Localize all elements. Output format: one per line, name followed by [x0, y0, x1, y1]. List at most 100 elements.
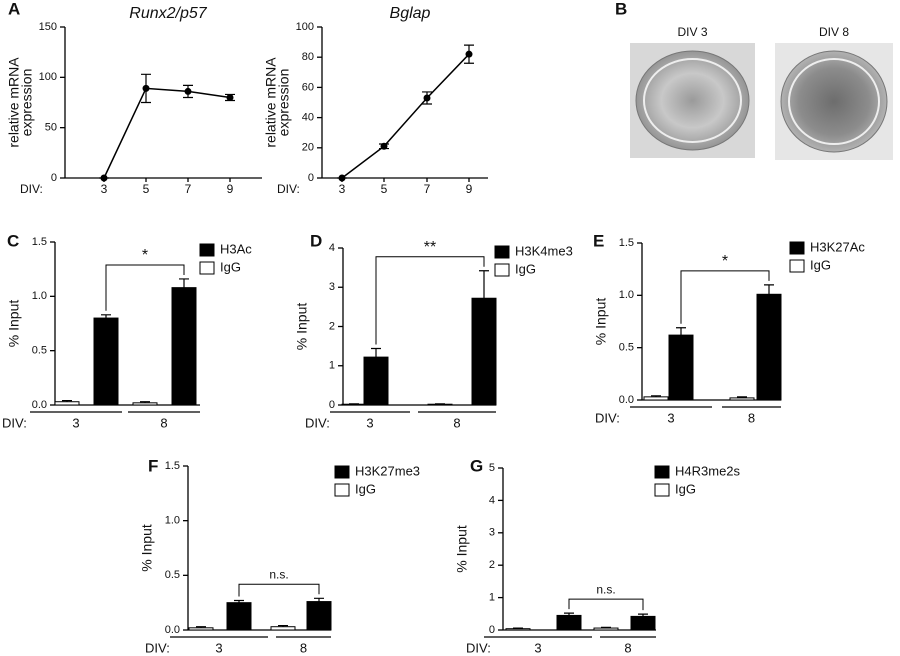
legend-swatch: [334, 483, 350, 497]
significance-bracket: [680, 270, 770, 324]
y-tick-label: 2: [489, 559, 495, 571]
significance: *: [142, 247, 148, 264]
point: [465, 50, 473, 58]
x-tick-label: 3: [101, 182, 108, 196]
y-tick-label: 4: [489, 494, 495, 506]
y-tick-label: 150: [39, 21, 57, 33]
y-tick-label: 1.5: [165, 460, 180, 472]
legend-label: H4R3me2s: [675, 463, 741, 478]
legend-swatch: [494, 245, 510, 259]
x-tick-label: 8: [160, 415, 167, 430]
y-tick-label: 1.0: [619, 289, 634, 301]
bar: [756, 293, 782, 401]
y-axis-label: expression: [276, 69, 292, 137]
y-tick-label: 1.0: [32, 290, 47, 302]
chart-title: Runx2/p57: [129, 5, 207, 22]
bar: [132, 402, 158, 406]
dish: [780, 50, 888, 153]
legend-swatch: [494, 263, 510, 277]
bar: [630, 615, 656, 631]
y-tick-label: 1.5: [32, 236, 47, 248]
x-tick-label: 5: [381, 182, 388, 196]
significance-bracket: [105, 264, 185, 311]
point: [184, 87, 192, 95]
legend-swatch: [199, 261, 215, 275]
dish-rim: [643, 58, 742, 143]
x-tick-label: 7: [424, 182, 431, 196]
panel-letter: B: [615, 0, 627, 18]
bar: [593, 627, 619, 631]
x-axis-label: DIV:: [305, 415, 330, 430]
bar: [226, 602, 252, 631]
significance: n.s.: [596, 582, 615, 596]
y-axis-label: relative mRNA: [6, 57, 22, 148]
x-tick-label: 7: [185, 182, 192, 196]
y-tick-label: 0: [51, 172, 57, 184]
significance-bracket: [568, 598, 644, 611]
error-bar: [764, 284, 774, 295]
bar: [668, 334, 694, 401]
significance: **: [424, 239, 436, 256]
panel-letter: C: [7, 231, 19, 250]
x-axis-label: DIV:: [20, 182, 43, 196]
x-tick-label: 3: [366, 415, 373, 430]
legend-swatch: [654, 483, 670, 497]
bar: [471, 297, 497, 406]
significance: n.s.: [269, 567, 288, 581]
y-tick-label: 60: [302, 81, 314, 93]
y-tick-label: 80: [302, 51, 314, 63]
y-tick-label: 4: [329, 242, 335, 254]
x-tick-label: 3: [72, 415, 79, 430]
error-bar: [101, 314, 111, 319]
bar: [270, 626, 296, 631]
y-tick-label: 5: [489, 462, 495, 474]
legend-swatch: [654, 465, 670, 479]
x-axis-label: DIV:: [145, 640, 170, 655]
x-axis-label: DIV:: [595, 410, 620, 425]
point: [338, 174, 346, 182]
y-axis-label: % Input: [139, 524, 155, 572]
y-tick-label: 1: [489, 592, 495, 604]
y-tick-label: 0.0: [32, 399, 47, 411]
y-axis-label: % Input: [6, 300, 22, 348]
x-tick-label: 9: [466, 182, 473, 196]
bar: [171, 287, 197, 406]
legend-label: IgG: [515, 261, 536, 276]
x-tick-label: 3: [339, 182, 346, 196]
legend-label: IgG: [220, 259, 241, 274]
bar: [729, 397, 755, 401]
dish-rim: [788, 58, 880, 145]
panel-letter: D: [310, 231, 322, 250]
legend-swatch: [199, 243, 215, 257]
bar: [427, 403, 453, 406]
x-tick-label: 3: [215, 640, 222, 655]
legend-swatch: [334, 465, 350, 479]
y-tick-label: 1.0: [165, 515, 180, 527]
panel-letter: G: [470, 456, 483, 475]
bar: [341, 403, 367, 406]
y-tick-label: 0.5: [619, 342, 634, 354]
y-tick-label: 2: [329, 320, 335, 332]
y-tick-label: 1: [329, 360, 335, 372]
line: [341, 53, 470, 179]
y-axis-label: % Input: [294, 303, 310, 351]
y-tick-label: 20: [302, 142, 314, 154]
panel-letter: E: [593, 231, 604, 250]
dish: [635, 50, 750, 151]
y-tick-label: 0: [308, 172, 314, 184]
error-bar: [314, 597, 324, 602]
legend-swatch: [789, 241, 805, 255]
x-tick-label: 5: [143, 182, 150, 196]
y-axis-label: expression: [19, 69, 35, 137]
x-tick-label: 8: [300, 640, 307, 655]
image-label: DIV 8: [819, 25, 849, 39]
legend-label: IgG: [355, 481, 376, 496]
point: [100, 174, 108, 182]
bar: [363, 356, 389, 406]
x-axis-label: DIV:: [466, 640, 491, 655]
x-tick-label: 9: [227, 182, 234, 196]
y-tick-label: 0.5: [165, 569, 180, 581]
bar: [306, 601, 332, 631]
error-bar: [676, 327, 686, 336]
